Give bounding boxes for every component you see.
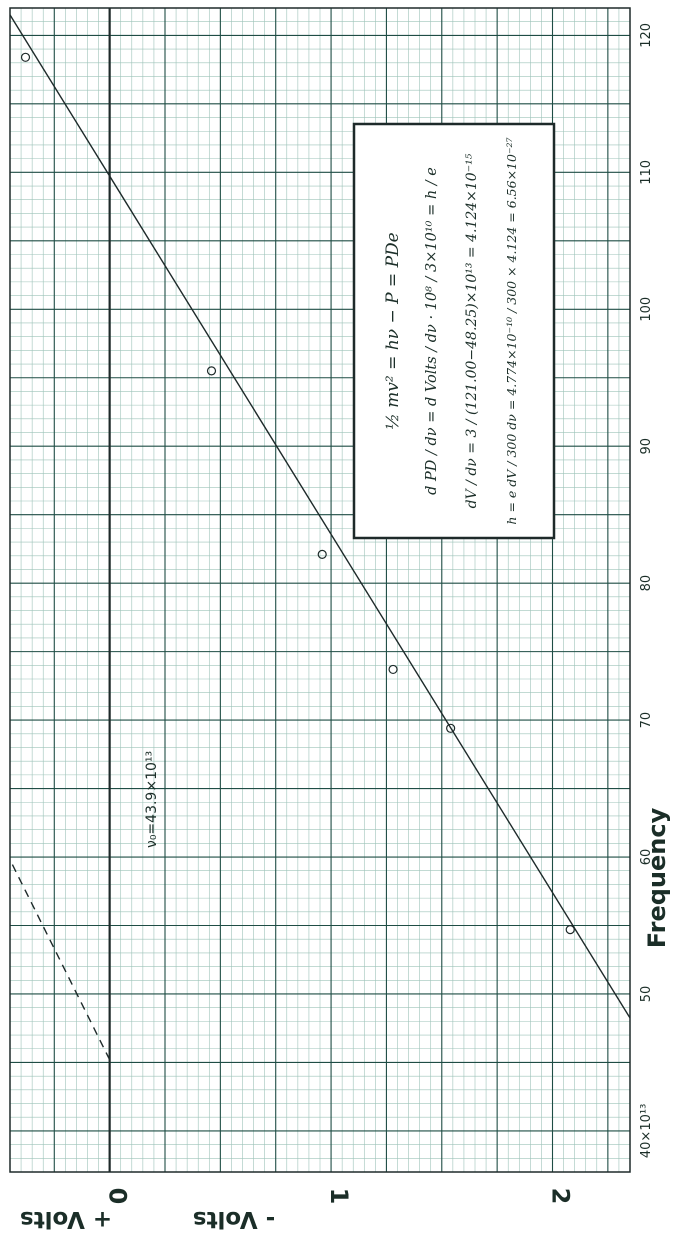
equation-line-4: h = e dV / 300 dν = 4.774×10⁻¹⁰ / 300 × … (504, 137, 519, 524)
y-axis-label-negative: - Volts (193, 1206, 275, 1232)
data-points (20, 52, 575, 935)
data-point (20, 52, 31, 62)
x-tick-label: 80 (639, 575, 654, 592)
nu0-annotation: ν₀=43.9×10¹³ (144, 751, 160, 848)
x-tick-label: 110 (639, 160, 654, 185)
x-tick-label: 120 (639, 23, 654, 48)
x-tick-label: 100 (639, 297, 654, 322)
y-tick-label: 2 (547, 1188, 575, 1205)
y-axis-label-positive: + Volts (20, 1206, 112, 1232)
equation-line-2: d PD / dν = d Volts / dν · 10⁸ / 3×10¹⁰ … (424, 167, 440, 495)
data-point (206, 366, 217, 376)
equation-line-3: dV / dν = 3 / (121.00−48.25)×10¹³ = 4.12… (464, 153, 480, 508)
y-tick-labels: 0 1 2 (104, 1188, 575, 1205)
equation-line-1: ½ mv² = hν − P = PDe (383, 232, 403, 429)
x-tick-label: 40×10¹³ (639, 1104, 654, 1158)
equation-box: ½ mv² = hν − P = PDe d PD / dν = d Volts… (352, 122, 556, 540)
data-point (446, 723, 456, 733)
dashed-line (9, 859, 111, 1061)
y-tick-label: 1 (325, 1188, 353, 1205)
x-tick-label: 90 (639, 438, 654, 455)
x-tick-label: 70 (639, 712, 654, 729)
fit-line (9, 14, 631, 1019)
x-tick-label: 60 (639, 849, 654, 866)
plot-border (9, 7, 631, 1173)
data-point (317, 549, 327, 559)
major-grid (9, 7, 631, 1173)
data-point (388, 664, 398, 675)
x-tick-label: 50 (639, 986, 654, 1003)
data-point (565, 925, 575, 935)
x-axis-label: Frequency (643, 807, 671, 948)
y-tick-label: 0 (104, 1188, 132, 1205)
x-tick-labels: 40×10¹³ 50 60 70 80 90 100 110 120 (639, 23, 654, 1158)
